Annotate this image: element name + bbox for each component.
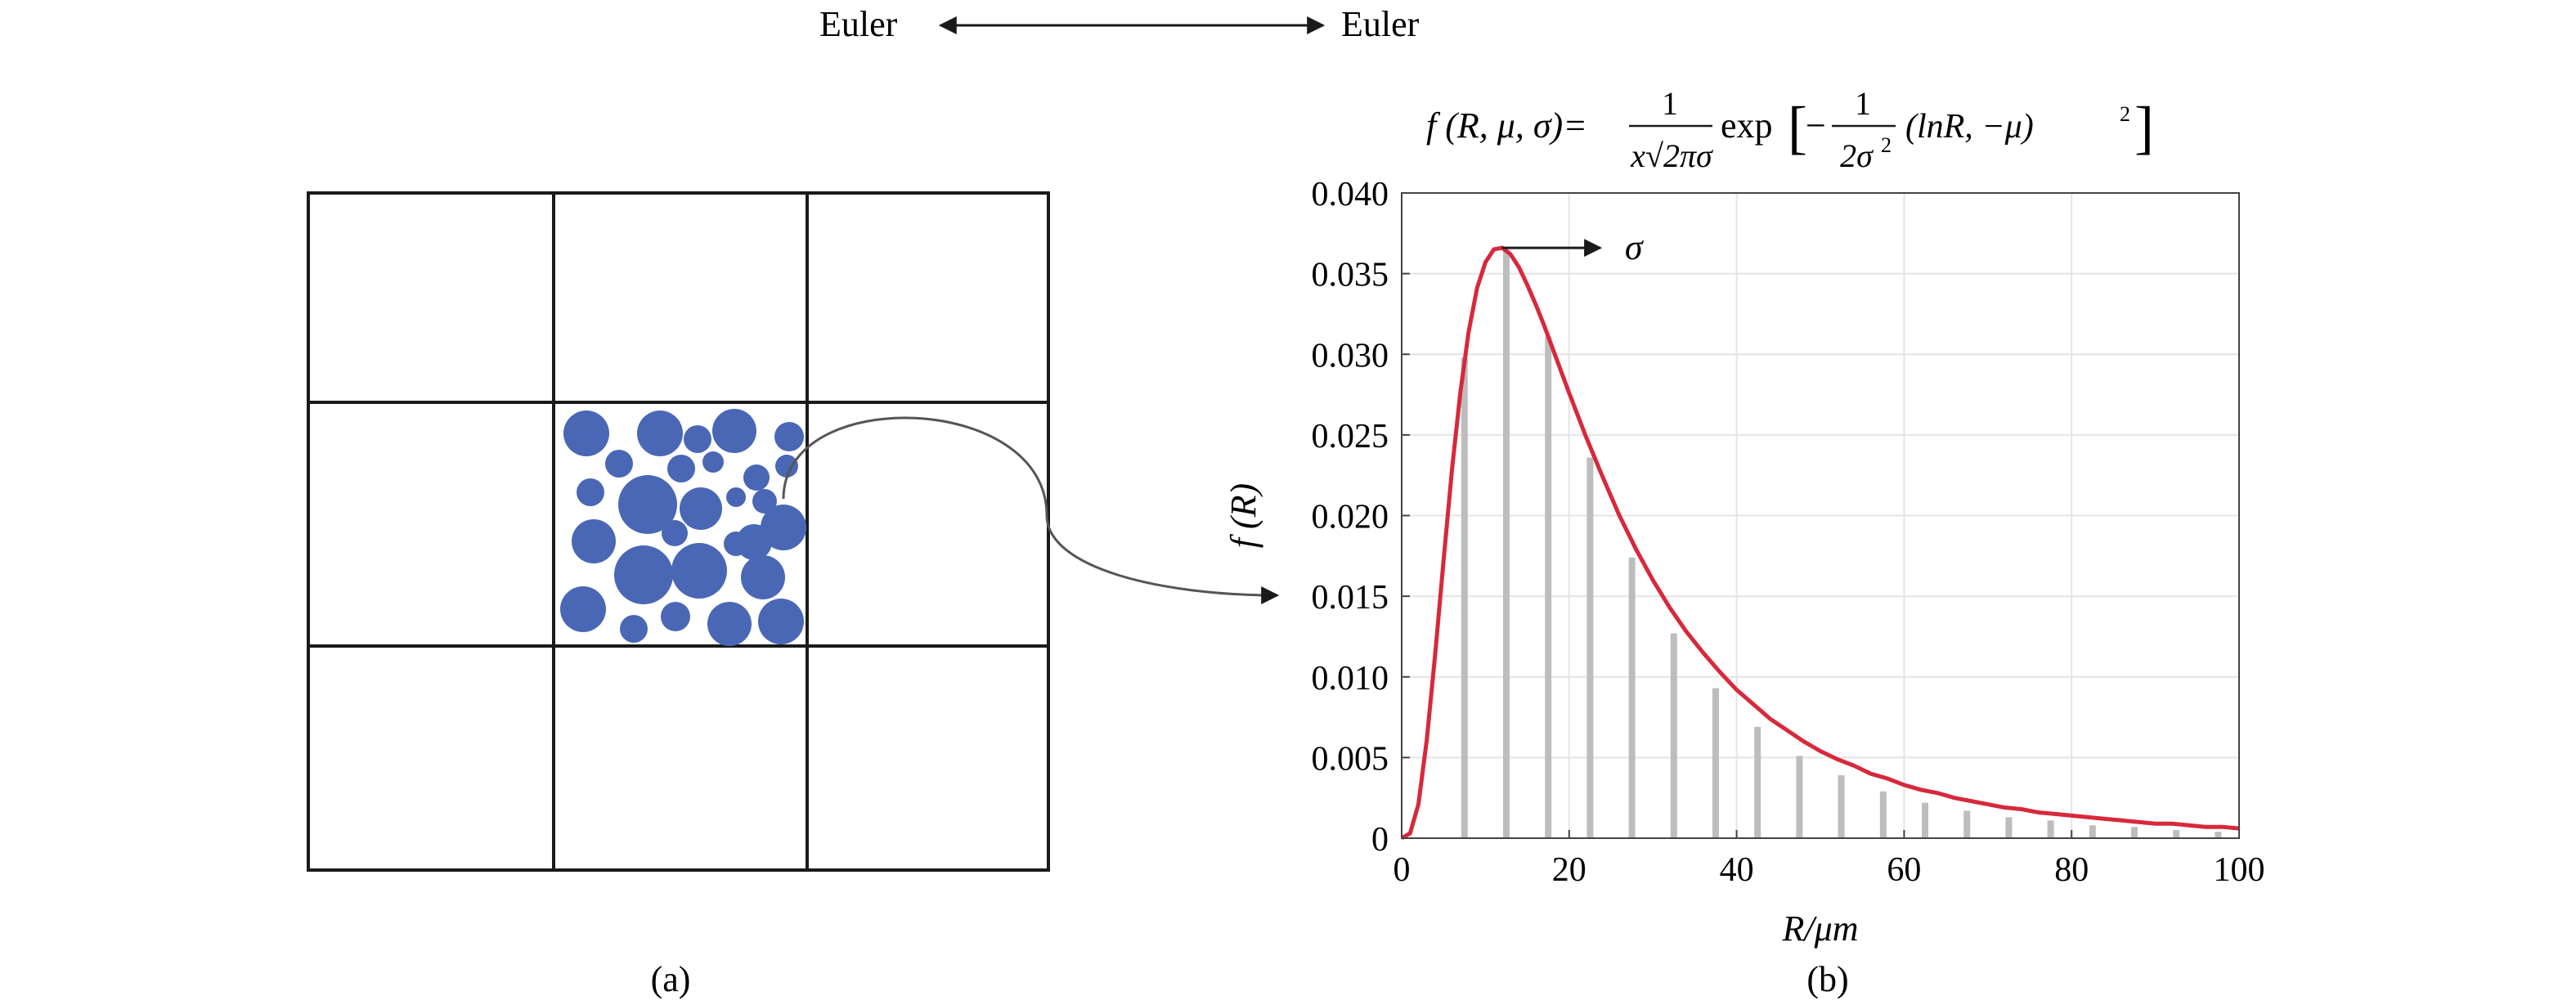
histogram-bar <box>2173 830 2180 838</box>
particle <box>563 411 609 456</box>
particle <box>661 602 690 631</box>
particle <box>707 602 752 646</box>
x-tick-label: 80 <box>2054 851 2089 889</box>
connector-arrow <box>782 416 1280 604</box>
histogram-bar <box>1838 775 1845 838</box>
particle <box>560 586 606 632</box>
formula-minus: − <box>1806 105 1826 146</box>
particle <box>667 455 695 482</box>
formula-exp: exp <box>1721 105 1773 146</box>
histogram-bar <box>1628 557 1636 838</box>
euler-right-label: Euler <box>1341 4 1420 44</box>
formula-frac2-denominator: 2σ <box>1840 137 1874 174</box>
formula-frac1-numerator: 1 <box>1662 85 1678 122</box>
particle <box>671 543 727 599</box>
formula-frac1-denominator: x√2πσ <box>1630 137 1713 174</box>
particle <box>614 545 673 604</box>
y-tick-label: 0.015 <box>1312 579 1389 617</box>
formula-frac2-numerator: 1 <box>1855 85 1871 122</box>
euler-grid <box>307 191 1050 872</box>
particle <box>702 451 724 473</box>
panel-b-caption: (b) <box>1806 959 1848 999</box>
particle <box>726 487 746 507</box>
particle <box>743 464 770 491</box>
histogram-bar <box>1712 688 1719 838</box>
histogram-bar <box>1461 357 1468 838</box>
euler-header: Euler Euler <box>819 4 1420 44</box>
y-tick-label: 0 <box>1371 821 1389 859</box>
histogram-bar <box>1922 802 1928 838</box>
histogram-bar <box>2215 832 2222 838</box>
particle <box>724 532 748 556</box>
histogram-bar <box>2005 817 2013 838</box>
y-tick-label: 0.020 <box>1312 499 1389 536</box>
x-tick-label: 40 <box>1720 851 1754 889</box>
y-tick-label: 0.005 <box>1312 740 1389 778</box>
histogram-bars <box>1461 249 2222 839</box>
sigma-label: σ <box>1625 227 1645 267</box>
particle <box>774 422 804 451</box>
particle <box>758 599 804 644</box>
histogram-bar <box>1754 726 1761 838</box>
x-axis-label: R/μm <box>1782 909 1859 949</box>
particle <box>680 487 722 530</box>
histogram-bar <box>1503 249 1510 839</box>
x-tick-label: 100 <box>2214 851 2265 889</box>
x-tick-label: 0 <box>1393 851 1411 889</box>
particle <box>741 555 785 599</box>
panel-a: (a) <box>307 191 1050 999</box>
particle <box>637 411 683 456</box>
histogram-bar <box>2089 825 2096 838</box>
particle <box>761 505 806 550</box>
x-tick-label: 60 <box>1887 851 1921 889</box>
x-axis-ticks: 0 20 40 60 80 100 <box>1393 830 2265 889</box>
formula-frac2-den-superscript: 2 <box>1881 133 1892 157</box>
y-axis-label: f (R) <box>1223 483 1263 548</box>
particle <box>577 478 604 506</box>
formula-lhs: f (R, μ, σ)= <box>1426 105 1587 146</box>
distribution-chart: 0 0.005 0.010 0.015 0.020 0.025 0.030 0.035 0.04… <box>1223 176 2265 999</box>
y-tick-label: 0.030 <box>1312 337 1389 375</box>
formula: f (R, μ, σ)= 1 x√2πσ exp [ − 1 2σ 2 (lnR… <box>1426 85 2154 174</box>
y-tick-label: 0.040 <box>1312 176 1389 213</box>
y-tick-label: 0.010 <box>1312 660 1389 698</box>
histogram-bar <box>2131 827 2138 838</box>
formula-tail-superscript: 2 <box>2120 102 2130 126</box>
particle-cluster <box>560 409 806 646</box>
histogram-bar <box>1963 810 1971 838</box>
panel-a-caption: (a) <box>651 959 691 999</box>
histogram-bar <box>1545 336 1552 838</box>
y-tick-label: 0.035 <box>1312 257 1389 294</box>
lognormal-curve <box>1400 245 2240 841</box>
formula-left-bracket: [ <box>1788 95 1807 160</box>
euler-left-label: Euler <box>819 4 898 44</box>
y-tick-label: 0.025 <box>1312 418 1389 455</box>
histogram-bar <box>1670 633 1677 838</box>
particle <box>684 425 711 453</box>
histogram-bar <box>1586 457 1594 838</box>
histogram-bar <box>2047 820 2054 838</box>
x-tick-label: 20 <box>1552 851 1586 889</box>
histogram-bar <box>1796 756 1803 838</box>
histogram-bar <box>1879 791 1887 838</box>
particle <box>605 450 633 478</box>
particle <box>775 455 798 478</box>
y-axis-ticks: 0 0.005 0.010 0.015 0.020 0.025 0.030 0.035 0.04… <box>1312 176 1410 859</box>
particle <box>752 489 777 514</box>
formula-right-bracket: ] <box>2134 95 2154 160</box>
particle <box>618 475 677 534</box>
particle <box>712 409 756 453</box>
particle <box>572 519 616 563</box>
particle <box>662 520 688 546</box>
particle <box>620 615 648 643</box>
formula-tail: (lnR, −μ) <box>1905 108 2034 146</box>
